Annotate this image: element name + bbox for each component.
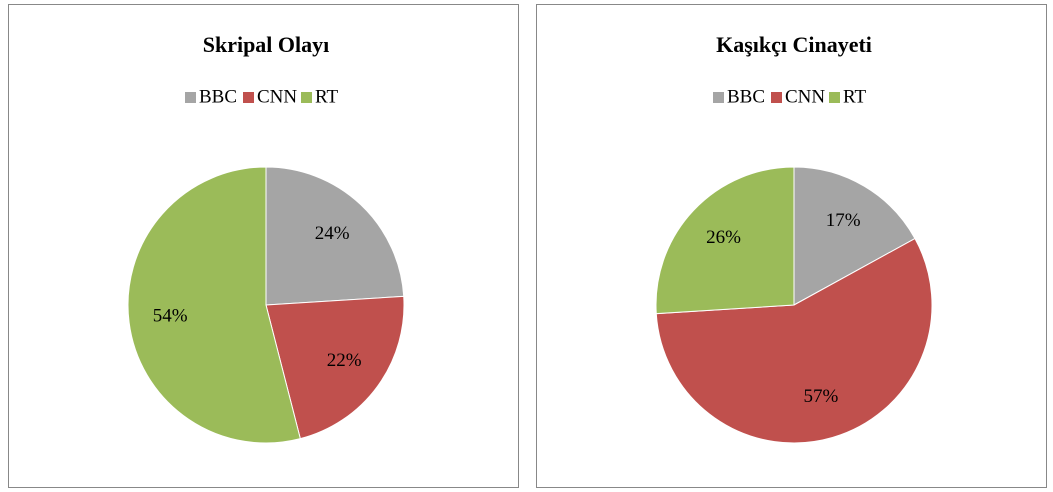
pie-slice [655, 237, 933, 444]
data-label: 17% [826, 210, 861, 231]
legend-swatch [829, 92, 840, 103]
data-label: 54% [153, 305, 188, 326]
legend-label: BBC [199, 86, 237, 107]
pie-slice [265, 295, 405, 440]
legend-swatch [185, 92, 196, 103]
pie-slice [655, 166, 795, 315]
data-label: 24% [315, 223, 350, 244]
chart-title: Skripal Olayı [203, 32, 330, 57]
legend-swatch [771, 92, 782, 103]
legend-label: RT [315, 86, 339, 107]
data-label: 22% [327, 350, 362, 371]
data-label: 26% [706, 227, 741, 248]
legend-swatch [243, 92, 254, 103]
chart-title: Kaşıkçı Cinayeti [716, 32, 872, 57]
legend-label: CNN [785, 86, 825, 107]
legend-label: RT [843, 86, 867, 107]
legend-label: BBC [727, 86, 765, 107]
legend-label: CNN [257, 86, 297, 107]
legend-swatch [713, 92, 724, 103]
pie-slice [127, 166, 301, 444]
data-label: 57% [804, 386, 839, 407]
pie-slice [265, 166, 405, 306]
legend-swatch [301, 92, 312, 103]
pie-slice [793, 166, 916, 306]
